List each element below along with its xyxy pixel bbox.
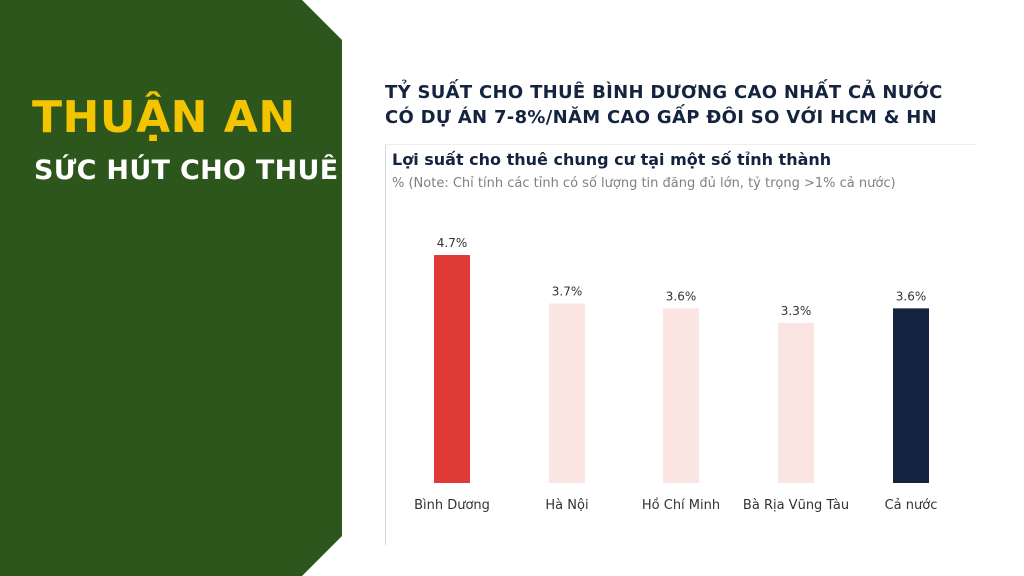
chart-title: Lợi suất cho thuê chung cư tại một số tỉ… bbox=[392, 150, 832, 169]
category-label-1: Hà Nội bbox=[545, 498, 588, 513]
bar-0 bbox=[434, 255, 470, 483]
data-label-0: 4.7% bbox=[437, 236, 468, 250]
left-panel: THUẬN AN SỨC HÚT CHO THUÊ bbox=[0, 0, 345, 576]
bar-3 bbox=[778, 322, 814, 483]
bar-1 bbox=[549, 303, 585, 483]
category-label-0: Bình Dương bbox=[414, 498, 490, 513]
hero-title: THUẬN AN bbox=[32, 92, 296, 143]
bar-4 bbox=[893, 308, 929, 483]
green-panel-shape bbox=[0, 0, 342, 576]
bar-2 bbox=[663, 308, 699, 483]
chart-subtitle: % (Note: Chỉ tính các tỉnh có số lượng t… bbox=[392, 176, 896, 191]
category-label-2: Hồ Chí Minh bbox=[642, 498, 720, 513]
data-label-1: 3.7% bbox=[552, 285, 583, 299]
data-label-2: 3.6% bbox=[666, 289, 697, 303]
green-panel-fill bbox=[0, 0, 342, 576]
headline-line-1: TỶ SUẤT CHO THUÊ BÌNH DƯƠNG CAO NHẤT CẢ … bbox=[385, 82, 943, 103]
category-label-3: Bà Rịa Vũng Tàu bbox=[743, 498, 849, 513]
headline: TỶ SUẤT CHO THUÊ BÌNH DƯƠNG CAO NHẤT CẢ … bbox=[385, 80, 943, 130]
data-label-4: 3.6% bbox=[896, 289, 927, 303]
headline-line-2: CÓ DỰ ÁN 7-8%/NĂM CAO GẤP ĐÔI SO VỚI HCM… bbox=[385, 107, 938, 128]
category-label-4: Cả nước bbox=[885, 498, 938, 513]
data-label-3: 3.3% bbox=[781, 304, 812, 318]
hero-subtitle: SỨC HÚT CHO THUÊ bbox=[34, 155, 339, 186]
